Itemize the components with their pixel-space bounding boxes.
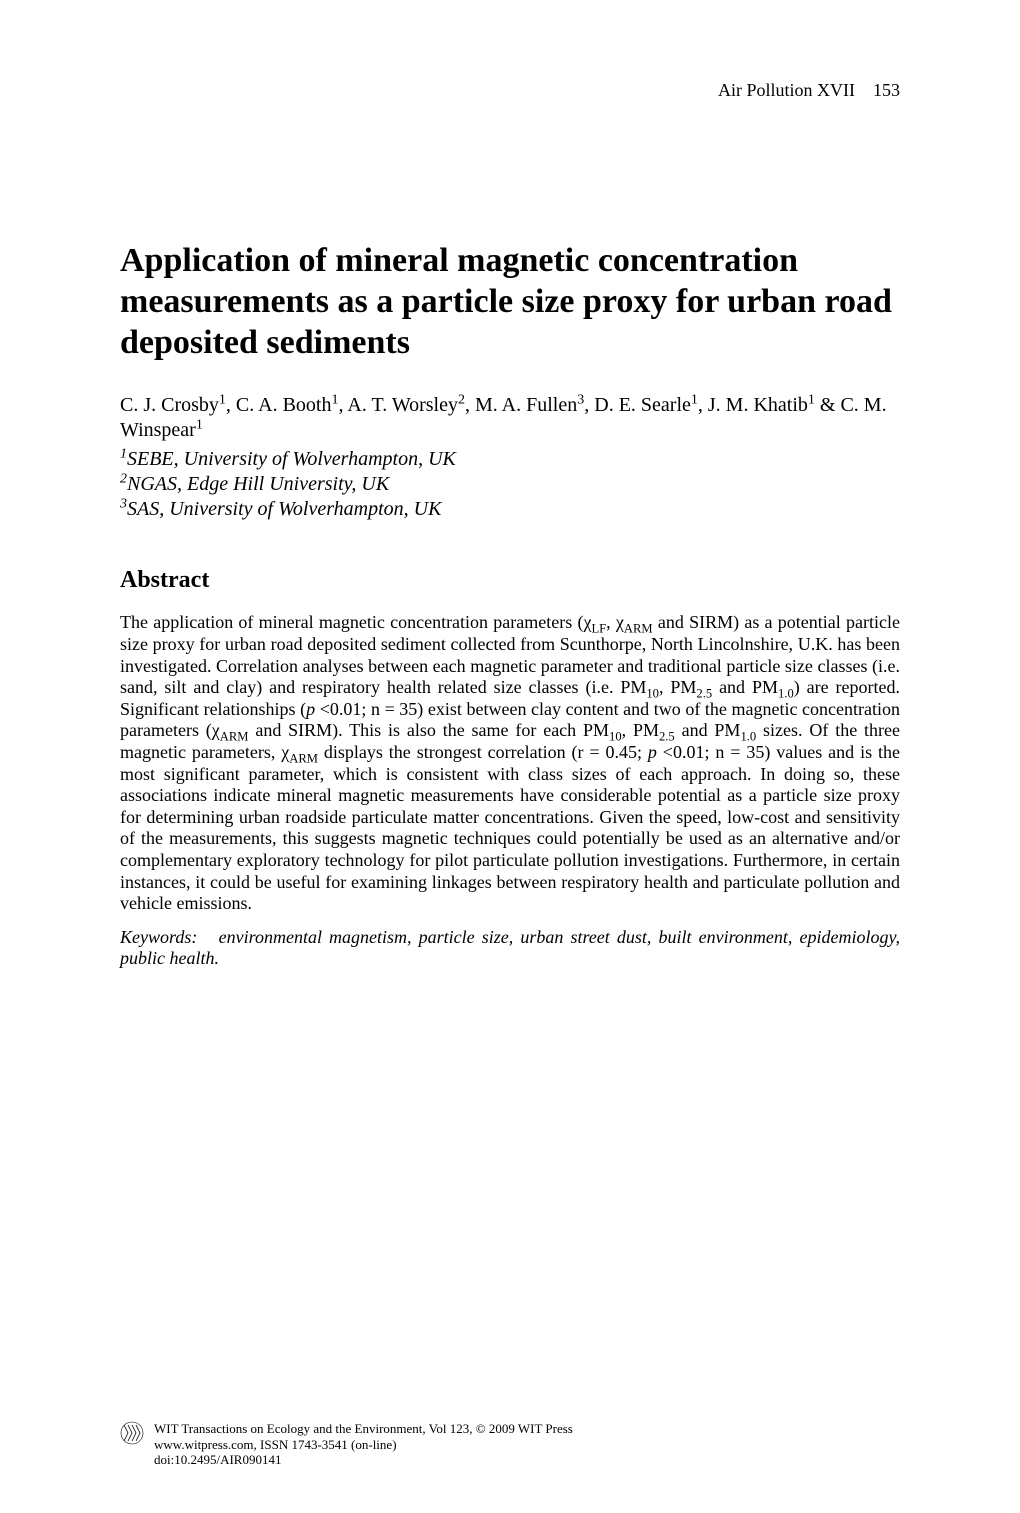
authors-list: C. J. Crosby1, C. A. Booth1, A. T. Worsl… [120, 393, 900, 443]
affiliations-list: 1SEBE, University of Wolverhampton, UK2N… [120, 447, 900, 522]
footer-line-1: WIT Transactions on Ecology and the Envi… [154, 1421, 900, 1437]
page-number-spacer [860, 80, 869, 100]
page-number: 153 [873, 80, 900, 100]
paper-title: Application of mineral magnetic concentr… [120, 241, 900, 363]
publisher-logo-icon [120, 1421, 144, 1445]
abstract-body: The application of mineral magnetic conc… [120, 612, 900, 914]
abstract-heading: Abstract [120, 567, 900, 594]
keywords: Keywords: environmental magnetism, parti… [120, 927, 900, 970]
footer-line-2: www.witpress.com, ISSN 1743-3541 (on-lin… [154, 1437, 900, 1453]
running-header: Air Pollution XVII 153 [120, 80, 900, 101]
running-title: Air Pollution XVII [718, 80, 855, 100]
footer-line-3: doi:10.2495/AIR090141 [154, 1452, 900, 1468]
footer: WIT Transactions on Ecology and the Envi… [120, 1421, 900, 1468]
footer-text: WIT Transactions on Ecology and the Envi… [154, 1421, 900, 1468]
page-container: Air Pollution XVII 153 Application of mi… [0, 0, 1020, 1513]
